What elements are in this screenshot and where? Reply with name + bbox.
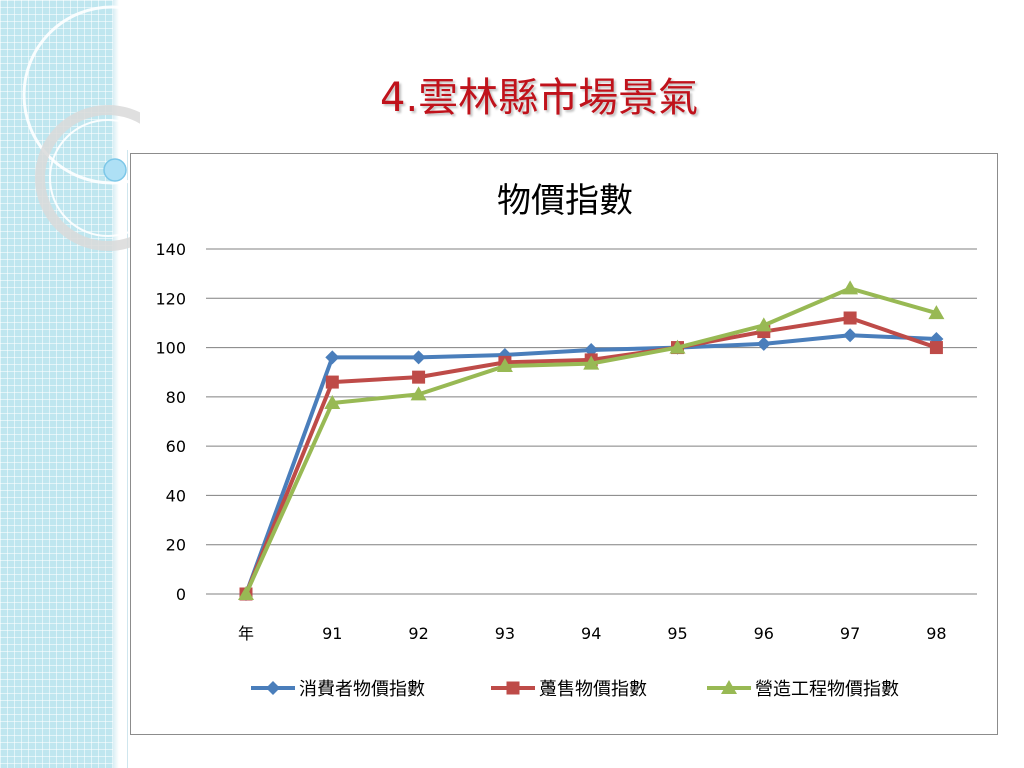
decor-dot — [103, 158, 127, 182]
data-point — [929, 341, 943, 355]
legend-marker — [266, 681, 280, 695]
data-point — [325, 375, 339, 389]
y-tick-label: 60 — [166, 437, 186, 456]
legend-label: 消費者物價指數 — [299, 679, 425, 700]
chart-frame: 物價指數 0 20 40 60 80 100 120 140 年 91 92 93 94 95 96 97 9… — [130, 153, 998, 735]
data-point — [324, 395, 341, 410]
x-tick-label: 98 — [926, 624, 946, 643]
legend-label: 營造工程物價指數 — [755, 679, 899, 700]
legend-entry: 躉售物價指數 — [491, 679, 647, 700]
data-point — [843, 311, 857, 325]
chart-title: 物價指數 — [497, 181, 633, 221]
x-tick-label: 94 — [581, 624, 601, 643]
series-layer — [238, 280, 945, 601]
data-point — [756, 336, 771, 351]
line-chart: 物價指數 0 20 40 60 80 100 120 140 年 91 92 93 94 95 96 97 9… — [155, 181, 977, 700]
x-tick-label: 96 — [754, 624, 774, 643]
data-point — [583, 355, 600, 370]
y-axis-ticks: 0 20 40 60 80 100 120 140 — [155, 240, 186, 604]
decor-vertical-line — [127, 150, 128, 768]
y-tick-label: 0 — [176, 585, 186, 604]
x-axis-ticks: 年 91 92 93 94 95 96 97 98 — [238, 624, 947, 643]
series-line — [244, 333, 937, 595]
decor-ring-inner — [49, 119, 140, 237]
data-point — [412, 370, 426, 384]
y-tick-label: 40 — [166, 486, 186, 505]
legend-marker — [506, 681, 520, 695]
data-point — [411, 350, 426, 365]
y-tick-label: 120 — [155, 289, 186, 308]
data-point — [669, 339, 686, 354]
slide-title: 4.雲林縣市場景氣 — [380, 75, 699, 121]
data-point — [496, 358, 513, 373]
data-point — [497, 347, 512, 362]
y-tick-label: 80 — [166, 388, 186, 407]
decor-rings — [22, 5, 140, 251]
grid-layer — [206, 248, 977, 595]
legend-marker — [721, 680, 737, 694]
data-point — [410, 386, 427, 401]
data-point — [325, 350, 340, 365]
y-tick-label: 20 — [166, 536, 186, 555]
x-tick-label: 93 — [495, 624, 515, 643]
x-tick-label: 年 — [238, 624, 254, 643]
x-tick-label: 92 — [408, 624, 428, 643]
series-2 — [238, 280, 945, 600]
x-tick-label: 91 — [322, 624, 342, 643]
data-point — [755, 317, 772, 332]
series-line — [244, 286, 937, 595]
legend-entry: 消費者物價指數 — [251, 679, 425, 700]
y-tick-label: 100 — [155, 339, 186, 358]
strip-edge — [113, 0, 119, 768]
x-tick-label: 97 — [840, 624, 860, 643]
decor-ring-large — [22, 5, 140, 185]
legend: 消費者物價指數 躉售物價指數 營造工程物價指數 — [251, 679, 899, 700]
data-point — [842, 280, 859, 295]
series-1 — [239, 311, 943, 601]
decor-ring-gray — [35, 105, 140, 251]
y-tick-label: 140 — [155, 240, 186, 259]
x-tick-label: 95 — [667, 624, 687, 643]
data-point — [238, 586, 254, 600]
data-point — [928, 305, 945, 320]
data-point — [843, 328, 858, 343]
legend-entry: 營造工程物價指數 — [707, 679, 899, 700]
legend-label: 躉售物價指數 — [539, 679, 647, 700]
